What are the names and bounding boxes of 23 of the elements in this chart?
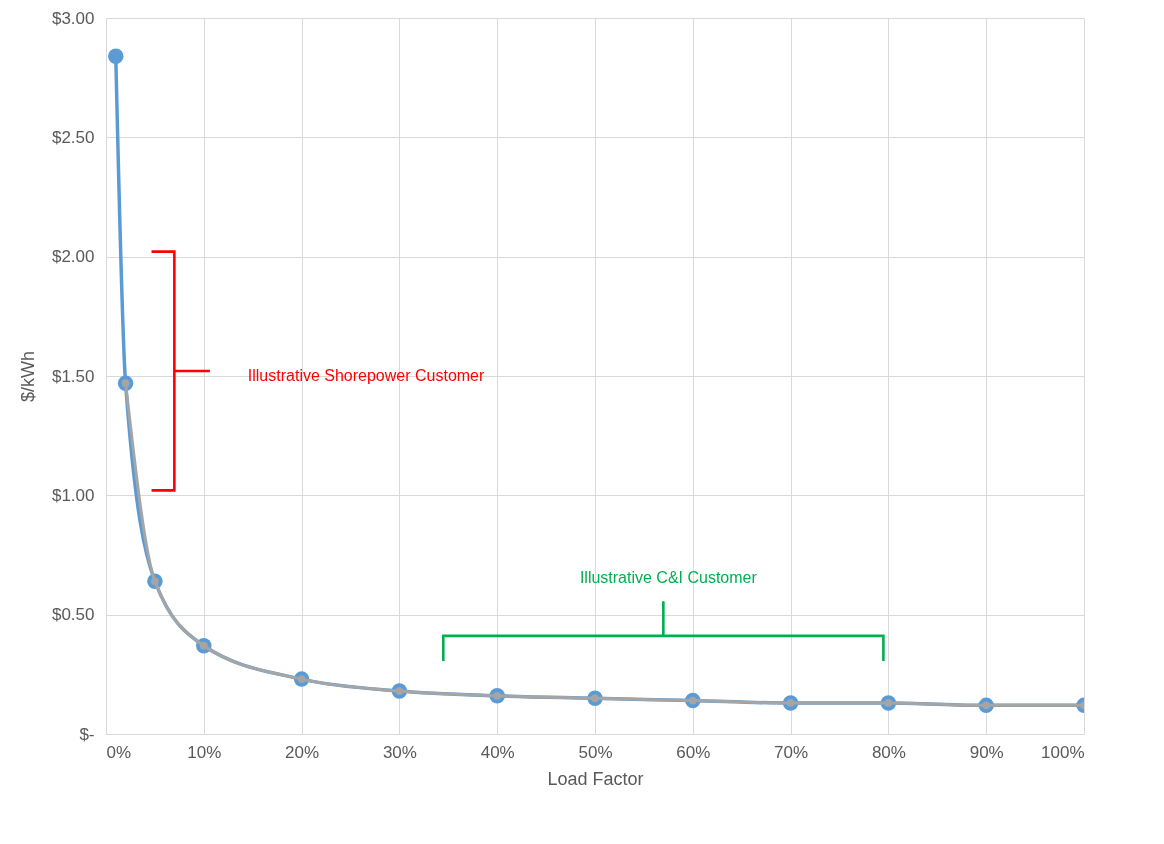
y-tick-label: $2.00 — [51, 247, 95, 267]
y-tick-label: $0.50 — [51, 605, 95, 625]
y-tick-label: $1.50 — [51, 366, 95, 386]
x-tick-label: 0% — [106, 742, 132, 762]
x-tick-label: 100% — [1041, 742, 1085, 762]
x-axis-title: Load Factor — [547, 768, 644, 789]
x-tick-label: 60% — [676, 742, 711, 762]
annotation: Illustrative C&I Customer — [579, 569, 758, 587]
x-tick-label: 40% — [480, 742, 515, 762]
x-tick-label: 90% — [969, 742, 1004, 762]
y-tick-label: $- — [79, 724, 95, 744]
y-tick-label: $1.00 — [51, 485, 95, 505]
y-tick-label: $3.00 — [51, 8, 95, 28]
x-tick-label: 80% — [871, 742, 906, 762]
annotation: Illustrative Shorepower Customer — [247, 367, 486, 384]
x-tick-label: 70% — [774, 742, 809, 762]
y-tick-label: $2.50 — [51, 127, 95, 147]
point — [108, 48, 124, 64]
x-tick-label: 30% — [382, 742, 417, 762]
y-axis-title: $/kWh — [17, 350, 38, 403]
x-tick-label: 10% — [187, 742, 222, 762]
x-tick-label: 50% — [578, 742, 613, 762]
x-tick-label: 20% — [285, 742, 320, 762]
